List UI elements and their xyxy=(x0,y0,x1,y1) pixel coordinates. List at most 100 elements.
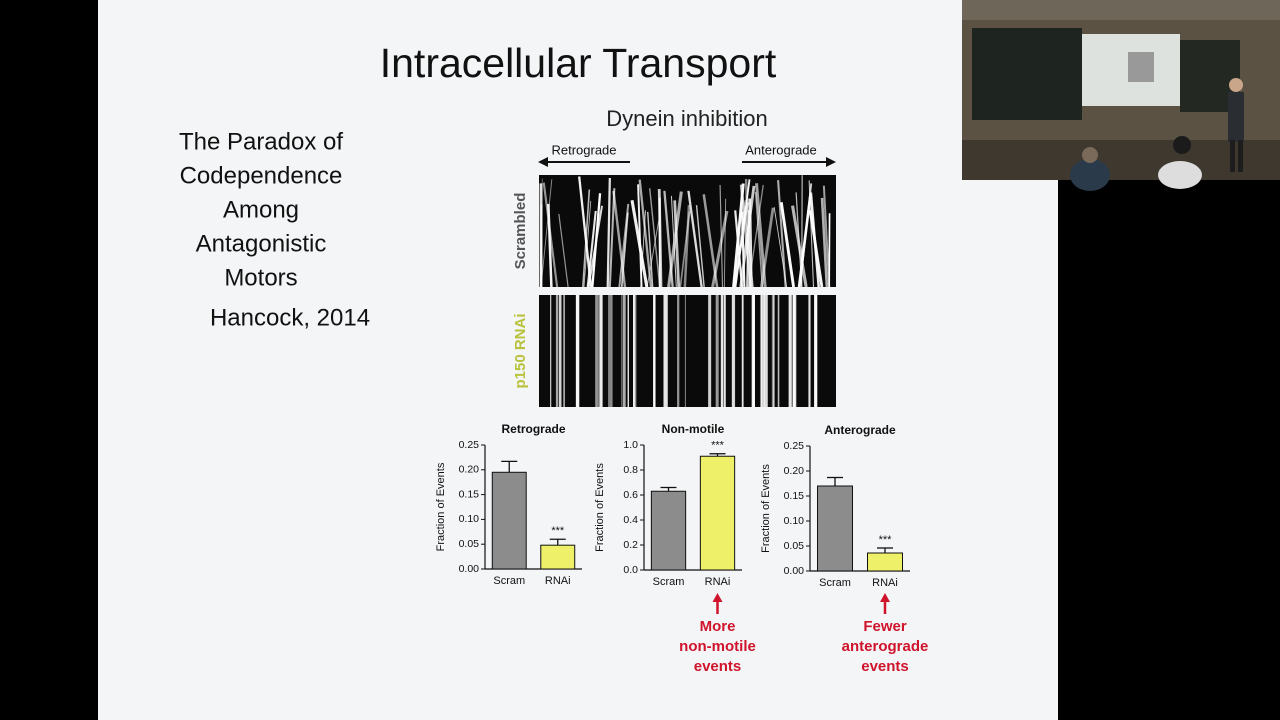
arrow-head xyxy=(826,157,836,167)
y-axis-label: Fraction of Events xyxy=(435,462,447,551)
y-tick-label: 0.00 xyxy=(784,565,805,577)
floor xyxy=(962,140,1280,180)
kymo-track xyxy=(695,205,705,288)
chart-title: Non-motile xyxy=(662,422,725,436)
kymo-track xyxy=(754,191,764,288)
kymo-track xyxy=(637,184,643,288)
ceiling xyxy=(962,0,1280,20)
kymograph-label: p150 RNAi xyxy=(512,313,529,388)
citation: Hancock, 2014 xyxy=(210,304,370,331)
significance: *** xyxy=(879,534,893,546)
bar xyxy=(540,544,576,570)
kymo-track xyxy=(618,203,630,288)
significance: *** xyxy=(551,525,565,537)
presenter-head xyxy=(1229,78,1243,92)
kymo-track xyxy=(798,190,811,288)
kymograph xyxy=(539,295,836,407)
audience xyxy=(1070,159,1110,191)
callout-text: events xyxy=(861,658,909,675)
kymograph-tracks xyxy=(539,175,831,407)
y-tick-label: 0.15 xyxy=(784,490,805,502)
kymo-track xyxy=(630,200,649,288)
kymo-track xyxy=(558,213,569,288)
direction-arrows xyxy=(538,157,836,167)
bar xyxy=(699,455,736,571)
kymo-track xyxy=(748,198,753,288)
figure-title: Dynein inhibition xyxy=(606,106,767,131)
kymo-track xyxy=(540,178,543,288)
y-tick-label: 0.20 xyxy=(784,465,805,477)
x-tick-label: Scram xyxy=(819,577,851,589)
y-tick-label: 0.20 xyxy=(459,464,480,476)
kymo-track xyxy=(608,188,616,288)
kymograph-label: Scrambled xyxy=(512,193,529,270)
left-text-line: The Paradox of xyxy=(179,128,343,155)
y-tick-label: 0.4 xyxy=(623,514,638,526)
x-tick-label: Scram xyxy=(493,575,525,587)
bar xyxy=(817,485,853,572)
audience xyxy=(1158,161,1202,189)
kymo-track xyxy=(683,204,691,288)
kymo-track xyxy=(798,183,813,288)
y-tick-label: 1.0 xyxy=(623,439,638,451)
y-tick-label: 0.8 xyxy=(623,464,638,476)
kymo-track xyxy=(809,192,821,288)
kymo-track xyxy=(673,200,681,288)
charts: Retrograde Fraction of Events 0.00 0.05 0.10… xyxy=(435,422,928,675)
audience-head xyxy=(1173,136,1191,154)
kymo-track xyxy=(779,202,796,288)
kymo-track xyxy=(667,191,683,288)
kymo-track xyxy=(687,190,703,288)
y-tick-label: 0.25 xyxy=(459,439,480,451)
left-text-line: Antagonistic xyxy=(196,230,327,257)
kymo-track xyxy=(612,190,627,288)
kymo-track xyxy=(648,188,661,288)
kymo-track xyxy=(606,177,611,288)
y-tick-label: 0.10 xyxy=(459,513,480,525)
y-axis-label: Fraction of Events xyxy=(594,463,606,552)
left-text: The Paradox of Codependence Among Antago… xyxy=(179,128,370,331)
presenter xyxy=(1228,92,1244,142)
bar xyxy=(650,490,687,571)
arrow-head xyxy=(538,157,548,167)
left-text-line: Motors xyxy=(224,264,297,291)
y-tick-label: 0.2 xyxy=(623,539,638,551)
kymo-track xyxy=(646,211,654,288)
callout-text: anterograde xyxy=(842,638,929,655)
kymo-track xyxy=(822,185,831,288)
left-text-line: Codependence xyxy=(180,162,343,189)
x-tick-label: RNAi xyxy=(705,576,731,588)
kymo-track xyxy=(540,179,553,288)
y-tick-label: 0.10 xyxy=(784,515,805,527)
chart-title: Anterograde xyxy=(824,423,896,437)
y-tick-label: 0.0 xyxy=(623,564,638,576)
callout-text: More xyxy=(700,618,736,635)
kymo-track xyxy=(732,183,745,288)
direction-label: Retrograde xyxy=(551,142,616,157)
kymo-track xyxy=(583,200,592,288)
kymo-track xyxy=(638,179,653,288)
x-tick-label: RNAi xyxy=(872,577,898,589)
kymo-track xyxy=(702,194,719,288)
bar xyxy=(491,471,527,570)
callout-arrowhead xyxy=(712,593,723,602)
significance: *** xyxy=(711,440,725,452)
y-axis-label: Fraction of Events xyxy=(760,464,772,553)
kymo-track xyxy=(733,199,746,288)
kymo-track xyxy=(542,182,559,288)
x-tick-label: Scram xyxy=(653,576,685,588)
video-inset xyxy=(962,0,1280,191)
presenter-leg xyxy=(1230,140,1235,172)
kymo-track xyxy=(820,197,829,288)
left-text-line: Among xyxy=(223,196,299,223)
y-tick-label: 0.15 xyxy=(459,488,480,500)
y-tick-label: 0.00 xyxy=(459,563,480,575)
x-tick-label: RNAi xyxy=(545,575,571,587)
callout-text: events xyxy=(694,658,742,675)
kymo-track xyxy=(744,178,751,288)
projected-figure xyxy=(1128,52,1154,82)
audience-head xyxy=(1082,147,1098,163)
direction-label: Anterograde xyxy=(745,142,817,157)
callout-text: Fewer xyxy=(863,618,907,635)
